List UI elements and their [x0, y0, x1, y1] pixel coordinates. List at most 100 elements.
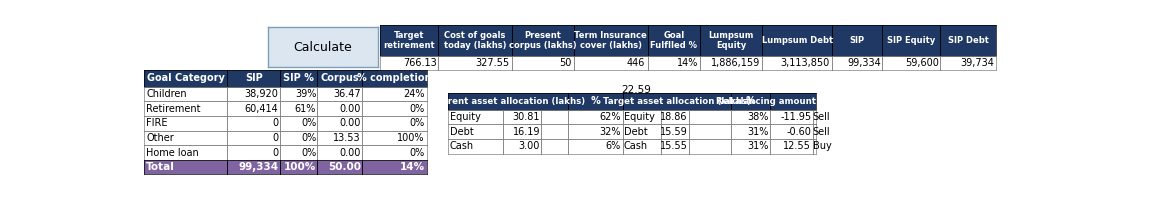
Bar — [381, 25, 438, 56]
Bar — [689, 124, 731, 139]
Text: -11.95: -11.95 — [780, 112, 811, 122]
Bar — [144, 145, 228, 160]
Text: 12.55: 12.55 — [783, 141, 811, 151]
Text: Calculate: Calculate — [293, 41, 352, 54]
Bar — [762, 56, 831, 70]
Bar — [689, 110, 731, 124]
Bar — [622, 110, 661, 124]
Bar — [731, 110, 770, 124]
Bar — [700, 25, 762, 56]
Text: 60,414: 60,414 — [245, 104, 278, 114]
Bar — [568, 124, 622, 139]
Text: 446: 446 — [627, 58, 645, 68]
Text: 3.00: 3.00 — [519, 141, 540, 151]
Bar — [144, 131, 228, 145]
Bar — [317, 116, 362, 131]
Text: Home loan: Home loan — [146, 148, 199, 158]
Text: SIP %: SIP % — [283, 73, 314, 83]
Bar — [448, 124, 503, 139]
Bar — [512, 25, 574, 56]
Text: 0: 0 — [273, 133, 278, 143]
Bar — [362, 145, 427, 160]
Text: Rebalancing amount and action: Rebalancing amount and action — [716, 97, 871, 106]
Bar — [362, 160, 427, 175]
Text: 327.55: 327.55 — [476, 58, 509, 68]
Text: 16.19: 16.19 — [513, 127, 540, 137]
Text: 32%: 32% — [599, 127, 621, 137]
Bar — [228, 70, 281, 87]
Text: Total: Total — [146, 162, 175, 172]
Bar — [622, 93, 731, 110]
Text: 0%: 0% — [409, 118, 424, 128]
Text: 15.59: 15.59 — [660, 127, 688, 137]
Text: SIP Debt: SIP Debt — [948, 36, 989, 45]
Text: 50.00: 50.00 — [328, 162, 361, 172]
Text: 36.47: 36.47 — [334, 89, 361, 99]
Bar — [661, 139, 689, 154]
Text: 0.00: 0.00 — [339, 118, 361, 128]
Text: 61%: 61% — [294, 104, 316, 114]
Text: Other: Other — [146, 133, 174, 143]
Bar — [228, 145, 281, 160]
Bar — [574, 25, 647, 56]
Text: 18.86: 18.86 — [660, 112, 688, 122]
Bar — [228, 131, 281, 145]
Text: 15.55: 15.55 — [660, 141, 688, 151]
Bar — [317, 131, 362, 145]
Bar — [568, 93, 622, 110]
Text: 14%: 14% — [399, 162, 424, 172]
Bar — [438, 56, 512, 70]
Text: 100%: 100% — [397, 133, 424, 143]
Text: 0%: 0% — [301, 133, 316, 143]
Text: Equity: Equity — [450, 112, 481, 122]
Bar — [700, 56, 762, 70]
Text: Retirement: Retirement — [146, 104, 201, 114]
Bar — [381, 56, 438, 70]
Bar — [512, 56, 574, 70]
Text: 38%: 38% — [748, 112, 769, 122]
Bar — [281, 131, 317, 145]
Text: 0%: 0% — [301, 118, 316, 128]
Bar — [317, 145, 362, 160]
Bar — [362, 87, 427, 101]
Bar — [542, 124, 568, 139]
Text: 31%: 31% — [748, 127, 769, 137]
Text: 31%: 31% — [748, 141, 769, 151]
Text: Cash: Cash — [623, 141, 647, 151]
Text: 100%: 100% — [284, 162, 316, 172]
Bar — [647, 56, 700, 70]
Text: 0%: 0% — [409, 104, 424, 114]
Text: 39%: 39% — [294, 89, 316, 99]
Bar — [281, 116, 317, 131]
Bar — [268, 27, 378, 68]
Text: 0.00: 0.00 — [339, 148, 361, 158]
Bar — [941, 56, 996, 70]
Bar — [831, 25, 882, 56]
Bar — [144, 160, 228, 175]
Text: %: % — [591, 96, 600, 106]
Bar — [770, 139, 813, 154]
Bar — [144, 87, 228, 101]
Bar — [831, 56, 882, 70]
Text: 59,600: 59,600 — [905, 58, 938, 68]
Text: Goal Category: Goal Category — [147, 73, 224, 83]
Text: Term Insurance
cover (lakhs): Term Insurance cover (lakhs) — [574, 31, 647, 50]
Bar — [317, 87, 362, 101]
Bar — [882, 56, 941, 70]
Text: Goal
Fulflled %: Goal Fulflled % — [651, 31, 697, 50]
Bar — [574, 56, 647, 70]
Bar — [281, 101, 317, 116]
Bar — [661, 110, 689, 124]
Text: 6%: 6% — [606, 141, 621, 151]
Bar — [228, 87, 281, 101]
Bar — [317, 160, 362, 175]
Bar — [622, 124, 661, 139]
Text: 14%: 14% — [677, 58, 698, 68]
Text: Debt: Debt — [450, 127, 474, 137]
Text: 0: 0 — [273, 118, 278, 128]
Bar — [362, 101, 427, 116]
Bar — [568, 139, 622, 154]
Text: 0%: 0% — [409, 148, 424, 158]
Bar — [731, 124, 770, 139]
Bar — [362, 70, 427, 87]
